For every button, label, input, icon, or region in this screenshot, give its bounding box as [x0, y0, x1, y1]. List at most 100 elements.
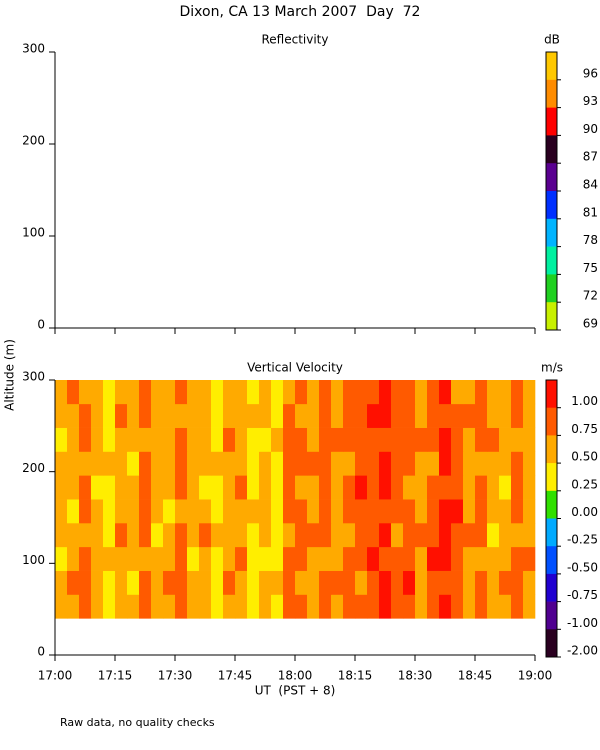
heatmap-cell: [379, 475, 392, 500]
heatmap-cell: [463, 570, 476, 595]
heatmap-cell: [475, 523, 488, 548]
heatmap-cell: [427, 451, 440, 476]
heatmap-cell: [391, 403, 404, 428]
heatmap-cell: [295, 594, 308, 619]
heatmap-cell: [331, 403, 344, 428]
heatmap-cell: [511, 380, 524, 405]
colorbar-tick-label: 81: [583, 205, 598, 219]
heatmap-cell: [415, 427, 428, 452]
heatmap-cell: [187, 427, 200, 452]
heatmap-cell: [79, 570, 92, 595]
heatmap-cell: [475, 451, 488, 476]
heatmap-cell: [283, 380, 296, 405]
heatmap-cell: [223, 546, 236, 571]
colorbar-tick-label: 0.50: [571, 450, 598, 464]
heatmap-cell: [439, 451, 452, 476]
heatmap-cell: [319, 570, 332, 595]
heatmap-cell: [271, 451, 284, 476]
heatmap-cell: [235, 380, 248, 405]
heatmap-cell: [379, 403, 392, 428]
heatmap-cell: [235, 594, 248, 619]
heatmap-cell: [487, 594, 500, 619]
colorbar-tick-label: 0.25: [571, 477, 598, 491]
heatmap-cell: [151, 403, 164, 428]
heatmap-cell: [391, 523, 404, 548]
heatmap-cell: [151, 594, 164, 619]
heatmap-cell: [463, 594, 476, 619]
heatmap-cell: [187, 475, 200, 500]
heatmap-cell: [67, 546, 80, 571]
heatmap-cell: [235, 546, 248, 571]
heatmap-cell: [163, 475, 176, 500]
heatmap-cell: [343, 403, 356, 428]
heatmap-cell: [235, 403, 248, 428]
colorbar-tick-label: 84: [583, 178, 598, 192]
heatmap-cell: [127, 451, 140, 476]
heatmap-cell: [451, 427, 464, 452]
heatmap-cell: [127, 570, 140, 595]
heatmap-cell: [235, 475, 248, 500]
heatmap-cell: [103, 499, 116, 524]
heatmap-cell: [439, 403, 452, 428]
heatmap-cell: [355, 475, 368, 500]
heatmap-cell: [391, 451, 404, 476]
heatmap-cell: [283, 403, 296, 428]
heatmap-cell: [403, 475, 416, 500]
heatmap-cell: [163, 594, 176, 619]
heatmap-cell: [67, 475, 80, 500]
heatmap-cell: [343, 380, 356, 405]
x-tick-label: 17:30: [158, 669, 193, 683]
figure-title: Dixon, CA 13 March 2007 Day 72: [180, 4, 421, 20]
heatmap-cell: [235, 570, 248, 595]
colorbar-band: [546, 79, 557, 108]
heatmap-cell: [247, 523, 260, 548]
heatmap-cell: [331, 546, 344, 571]
heatmap-cell: [151, 499, 164, 524]
heatmap-cell: [283, 475, 296, 500]
heatmap-cell: [367, 380, 380, 405]
heatmap-cell: [115, 546, 128, 571]
heatmap-cell: [163, 427, 176, 452]
heatmap-cell: [151, 570, 164, 595]
colorbar-band: [546, 107, 557, 136]
heatmap-cell: [511, 475, 524, 500]
heatmap-cell: [67, 451, 80, 476]
heatmap-cell: [523, 570, 536, 595]
heatmap-cell: [115, 523, 128, 548]
heatmap-cell: [415, 475, 428, 500]
heatmap-cell: [151, 475, 164, 500]
heatmap-cell: [487, 475, 500, 500]
heatmap-cell: [259, 546, 272, 571]
heatmap-cell: [451, 546, 464, 571]
colorbar-tick-label: -1.00: [567, 616, 598, 630]
heatmap-cell: [259, 499, 272, 524]
heatmap-cell: [199, 546, 212, 571]
heatmap-cell: [223, 570, 236, 595]
colorbar-band: [546, 601, 557, 630]
colorbar-band: [546, 463, 557, 492]
heatmap-cell: [199, 570, 212, 595]
heatmap-cell: [259, 475, 272, 500]
heatmap-cell: [319, 523, 332, 548]
heatmap-cell: [223, 427, 236, 452]
heatmap-cell: [247, 380, 260, 405]
heatmap-cell: [439, 475, 452, 500]
heatmap-cell: [319, 427, 332, 452]
colorbar-tick-label: 96: [583, 66, 598, 80]
heatmap-cell: [367, 523, 380, 548]
heatmap-cell: [247, 570, 260, 595]
heatmap-cell: [175, 451, 188, 476]
x-tick-label: 18:15: [338, 669, 373, 683]
heatmap-cell: [103, 475, 116, 500]
heatmap-cell: [283, 546, 296, 571]
heatmap-cell: [511, 594, 524, 619]
heatmap-cell: [271, 427, 284, 452]
heatmap-cell: [319, 499, 332, 524]
heatmap-cell: [343, 523, 356, 548]
heatmap-cell: [127, 594, 140, 619]
colorbar-band: [546, 302, 557, 331]
heatmap-cell: [259, 570, 272, 595]
heatmap-cell: [499, 380, 512, 405]
heatmap-cell: [523, 499, 536, 524]
heatmap-cell: [247, 499, 260, 524]
